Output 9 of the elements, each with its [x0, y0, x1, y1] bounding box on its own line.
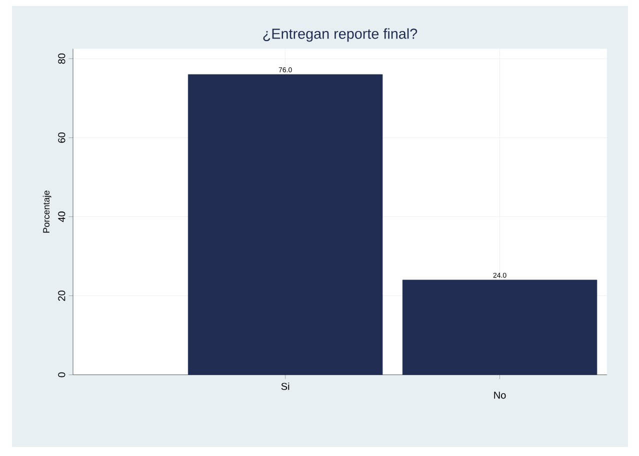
y-tick-label: 20	[58, 290, 66, 301]
y-axis-title: Porcentaje	[42, 190, 52, 233]
chart-title: ¿Entregan reporte final?	[263, 28, 418, 42]
x-tick-label: No	[494, 392, 506, 399]
x-tick-label: Si	[281, 382, 290, 390]
y-tick-label: 80	[58, 54, 66, 64]
y-tick-label: 0	[58, 372, 66, 378]
y-tick-label: 40	[58, 212, 66, 222]
y-tick-label: 60	[58, 132, 66, 143]
